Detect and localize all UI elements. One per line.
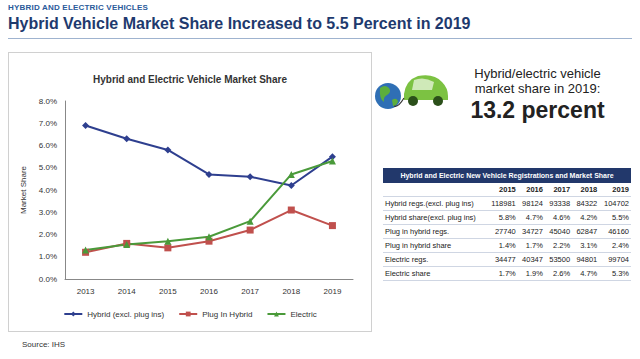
html-text:2018: 2018: [580, 185, 598, 194]
svg-text:1.0%: 1.0%: [39, 252, 57, 261]
svg-text:Hybrid (excl. plug ins): Hybrid (excl. plug ins): [87, 310, 164, 319]
html-text:4.7%: 4.7%: [580, 269, 598, 278]
html-text:2016: 2016: [526, 185, 543, 194]
svg-text:2.0%: 2.0%: [39, 230, 57, 239]
html-text:4.2%: 4.2%: [580, 213, 598, 222]
html-text:98124: 98124: [522, 199, 543, 208]
html-text:Hybrid regs.(excl. plug ins): Hybrid regs.(excl. plug ins): [385, 199, 474, 208]
html-text:4.6%: 4.6%: [553, 213, 571, 222]
html-text:62847: 62847: [576, 227, 598, 236]
html-text:5.3%: 5.3%: [611, 269, 629, 278]
svg-text:2016: 2016: [200, 287, 218, 296]
html-text:2.2%: 2.2%: [553, 241, 571, 250]
svg-text:2019: 2019: [324, 287, 342, 296]
html-text:3.1%: 3.1%: [580, 241, 598, 250]
html-text:1.4%: 1.4%: [498, 241, 516, 250]
html-text:Hybrid and Electric New Vehicl: Hybrid and Electric New Vehicle Registra…: [400, 172, 614, 179]
html-text:1.9%: 1.9%: [525, 269, 543, 278]
html-text:2.6%: 2.6%: [553, 269, 571, 278]
html-text:HYBRID AND ELECTRIC VEHICLES: HYBRID AND ELECTRIC VEHICLES: [8, 3, 148, 12]
svg-text:Hybrid and Electric Vehicle Ma: Hybrid and Electric Vehicle Market Share: [93, 74, 287, 85]
html-text:104702: 104702: [604, 199, 629, 208]
html-text:Hybrid/electric vehicle: Hybrid/electric vehicle: [474, 66, 601, 81]
html-text:Plug in hybrid share: Plug in hybrid share: [385, 241, 452, 250]
html-text:Hybrid share(excl. plug ins): Hybrid share(excl. plug ins): [385, 213, 476, 222]
svg-text:Plug In Hybrid: Plug In Hybrid: [202, 310, 252, 319]
html-text:13.2 percent: 13.2 percent: [470, 97, 605, 123]
html-text:46160: 46160: [608, 227, 629, 236]
svg-text:5.0%: 5.0%: [39, 163, 57, 172]
html-text:Source: IHS: Source: IHS: [22, 340, 66, 349]
html-text:118981: 118981: [491, 199, 516, 208]
svg-text:Electric: Electric: [290, 310, 316, 319]
svg-text:2018: 2018: [282, 287, 300, 296]
html-text:Electric share: Electric share: [385, 269, 431, 278]
svg-text:Market Share: Market Share: [19, 165, 28, 214]
html-text:99704: 99704: [608, 255, 629, 264]
svg-text:8.0%: 8.0%: [39, 97, 57, 106]
html-text:4.7%: 4.7%: [525, 213, 543, 222]
svg-text:0.0%: 0.0%: [39, 275, 57, 284]
html-text:Electric regs.: Electric regs.: [385, 255, 429, 264]
svg-text:2014: 2014: [118, 287, 136, 296]
html-text:94801: 94801: [576, 255, 598, 264]
html-text:2019: 2019: [612, 185, 629, 194]
html-text:5.8%: 5.8%: [498, 213, 516, 222]
html-text:market share in 2019:: market share in 2019:: [474, 81, 601, 96]
html-text:34727: 34727: [522, 227, 543, 236]
svg-text:2015: 2015: [159, 287, 177, 296]
html-text:Plug in hybrid regs.: Plug in hybrid regs.: [385, 227, 450, 236]
svg-text:7.0%: 7.0%: [39, 119, 57, 128]
html-text:45040: 45040: [549, 227, 571, 236]
html-text:27740: 27740: [494, 227, 516, 236]
svg-text:6.0%: 6.0%: [39, 141, 57, 150]
html-text:2015: 2015: [499, 185, 516, 194]
html-text:Hybrid Vehicle Market Share In: Hybrid Vehicle Market Share Increased to…: [8, 15, 471, 32]
html-text:2017: 2017: [553, 185, 571, 194]
html-text:2.4%: 2.4%: [611, 241, 629, 250]
html-text:34477: 34477: [494, 255, 516, 264]
svg-text:2017: 2017: [241, 287, 259, 296]
html-text:84322: 84322: [576, 199, 598, 208]
html-text:5.5%: 5.5%: [611, 213, 629, 222]
html-text:53500: 53500: [549, 255, 571, 264]
svg-text:4.0%: 4.0%: [39, 186, 57, 195]
html-text:40347: 40347: [522, 255, 543, 264]
svg-text:3.0%: 3.0%: [39, 208, 57, 217]
html-text:1.7%: 1.7%: [525, 241, 543, 250]
svg-text:2013: 2013: [77, 287, 95, 296]
html-text:93338: 93338: [549, 199, 571, 208]
html-text:1.7%: 1.7%: [498, 269, 516, 278]
